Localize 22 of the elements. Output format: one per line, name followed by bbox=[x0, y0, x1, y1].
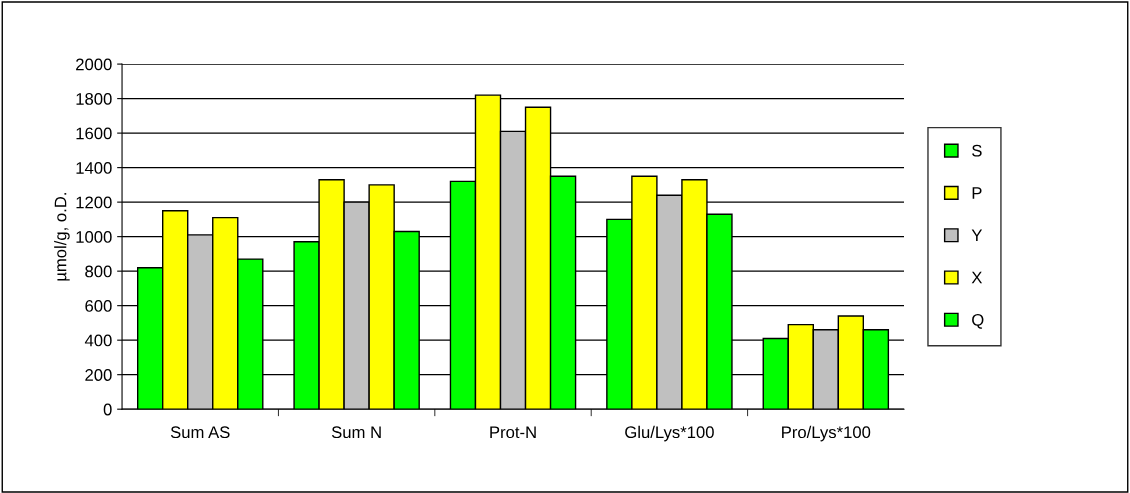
legend-label: Q bbox=[972, 313, 984, 329]
x-tick-label: Prot-N bbox=[490, 426, 536, 439]
legend-label: S bbox=[972, 144, 982, 157]
y-tick-label: 200 bbox=[85, 369, 112, 381]
x-tick-label: Pro/Lys*100 bbox=[782, 425, 871, 442]
y-axis-title: µmol/g, o.D. bbox=[54, 193, 70, 281]
y-tick-label: 1800 bbox=[76, 93, 112, 105]
legend-label: X bbox=[971, 271, 983, 284]
y-tick-label: 2000 bbox=[76, 58, 112, 71]
x-tick-label: Glu/Lys*100 bbox=[625, 425, 714, 442]
legend-label: P bbox=[972, 187, 982, 199]
y-tick-label: 600 bbox=[85, 300, 112, 312]
x-tick-label: Sum AS bbox=[170, 426, 230, 439]
y-tick-label: 1600 bbox=[76, 127, 112, 140]
legend-label: Y bbox=[971, 229, 983, 241]
y-tick-label: 800 bbox=[85, 265, 112, 278]
y-tick-label: 1400 bbox=[76, 162, 112, 174]
y-tick-label: 0 bbox=[103, 403, 112, 416]
x-tick-label: Sum N bbox=[331, 426, 381, 439]
y-tick-label: 1000 bbox=[76, 231, 112, 243]
y-tick-label: 400 bbox=[84, 334, 112, 347]
y-tick-label: 1200 bbox=[76, 196, 112, 209]
